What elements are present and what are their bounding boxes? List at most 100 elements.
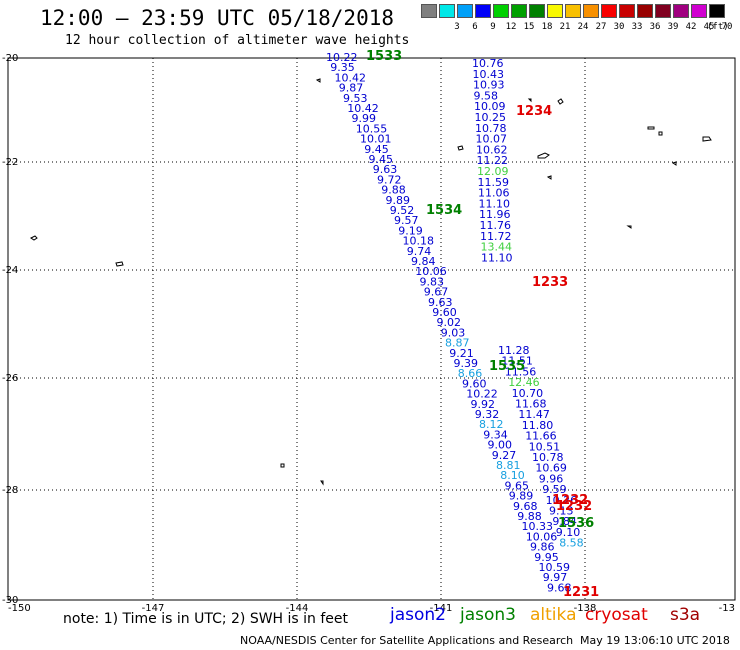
wave-height-value: 11.76 bbox=[480, 219, 512, 232]
legend-swatch bbox=[619, 4, 635, 18]
wave-height-value: 10.09 bbox=[474, 100, 506, 113]
legend-swatch bbox=[529, 4, 545, 18]
legend-swatch bbox=[421, 4, 437, 18]
island-shape bbox=[658, 131, 663, 136]
wave-height-value: 9.65 bbox=[505, 479, 530, 492]
wave-height-value: 10.26 bbox=[546, 494, 578, 507]
pass-label: 1535 bbox=[489, 359, 525, 374]
wave-height-value: 12.09 bbox=[477, 165, 509, 178]
pass-label: 1232 bbox=[556, 499, 592, 514]
wave-height-value: 10.25 bbox=[475, 111, 507, 124]
wave-height-value: 13.44 bbox=[481, 241, 513, 254]
satellite-name: jason3 bbox=[460, 605, 516, 625]
map-title: 12:00 – 23:59 UTC 05/18/2018 bbox=[40, 6, 395, 30]
pass-label: 1231 bbox=[563, 585, 599, 600]
wave-height-value: 9.53 bbox=[343, 92, 368, 105]
pass-label: 1232 bbox=[552, 493, 588, 508]
wave-height-value: 10.06 bbox=[526, 530, 558, 543]
wave-height-value: 11.28 bbox=[498, 344, 530, 357]
wave-height-value: 9.99 bbox=[352, 112, 377, 125]
wave-height-value: 9.95 bbox=[534, 551, 559, 564]
x-tick-label: -144 bbox=[286, 603, 309, 614]
legend-tick: 42 bbox=[685, 22, 697, 32]
wave-height-value: 9.58 bbox=[474, 89, 499, 102]
wave-height-value: 10.78 bbox=[475, 122, 507, 135]
wave-height-value: 11.06 bbox=[478, 187, 510, 200]
wave-height-value: 11.59 bbox=[478, 176, 510, 189]
generated-timestamp: May 19 13:06:10 UTC 2018 bbox=[580, 634, 730, 647]
wave-height-value: 10.22 bbox=[466, 388, 498, 401]
island-shape bbox=[671, 161, 677, 166]
wave-height-value: 8.58 bbox=[559, 537, 584, 550]
wave-height-value: 10.07 bbox=[476, 133, 508, 146]
wave-height-value: 9.74 bbox=[407, 245, 432, 258]
island-shape bbox=[626, 225, 632, 229]
wave-height-value: 11.51 bbox=[501, 355, 533, 368]
legend-tick: 24 bbox=[577, 22, 589, 32]
wave-height-value: 9.32 bbox=[475, 408, 500, 421]
wave-height-value: 9.35 bbox=[330, 61, 355, 74]
legend-tick: 12 bbox=[505, 22, 517, 32]
satellite-name: s3a bbox=[670, 605, 701, 625]
legend-swatch bbox=[709, 4, 725, 18]
pass-label: 1534 bbox=[426, 203, 462, 218]
island-shape bbox=[280, 463, 285, 468]
wave-height-legend: 3 6 9 12 15 18 21 24 27 30 33 36 39 42 45 70 (ft) bbox=[421, 4, 732, 38]
legend-swatch bbox=[475, 4, 491, 18]
axis-labels: -150 -147 -144 -141 -138 -13 -20 -22 -24 -26 -28 -3… bbox=[2, 53, 735, 614]
wave-height-value: 9.45 bbox=[369, 153, 394, 166]
wave-height-value: 11.66 bbox=[525, 430, 557, 443]
x-tick-label: -147 bbox=[142, 603, 165, 614]
wave-height-value: 9.83 bbox=[420, 275, 445, 288]
legend-swatch bbox=[583, 4, 599, 18]
y-tick-label: -24 bbox=[2, 265, 18, 276]
wave-height-value: 9.34 bbox=[483, 428, 508, 441]
wave-height-value: 11.10 bbox=[479, 197, 511, 210]
x-tick-label: -150 bbox=[8, 603, 31, 614]
wave-height-value: 9.68 bbox=[547, 581, 572, 594]
wave-height-value: 10.78 bbox=[532, 451, 564, 464]
pass-label: 1536 bbox=[558, 516, 594, 531]
wave-height-value: 11.22 bbox=[477, 154, 509, 167]
wave-height-value: 9.92 bbox=[471, 398, 496, 411]
wave-height-value: 9.60 bbox=[432, 306, 457, 319]
map-subtitle: 12 hour collection of altimeter wave hei… bbox=[65, 33, 410, 48]
island-shape bbox=[527, 98, 532, 103]
legend-swatch bbox=[457, 4, 473, 18]
legend-swatch bbox=[511, 4, 527, 18]
wave-height-value: 9.87 bbox=[339, 82, 364, 95]
wave-height-value: 9.89 bbox=[386, 194, 411, 207]
satellite-name: jason2 bbox=[390, 605, 446, 625]
wave-height-value: 9.72 bbox=[377, 173, 402, 186]
wave-height-value: 11.96 bbox=[479, 208, 511, 221]
wave-height-value: 10.42 bbox=[347, 102, 379, 115]
wave-height-value: 9.52 bbox=[390, 204, 415, 217]
wave-height-value: 10.43 bbox=[473, 68, 505, 81]
wave-height-value: 9.84 bbox=[411, 255, 436, 268]
wave-height-value: 9.00 bbox=[488, 439, 513, 452]
satellite-name: altika bbox=[530, 605, 577, 625]
legend-tick: 27 bbox=[595, 22, 607, 32]
island-shape bbox=[320, 480, 324, 486]
wave-height-value: 9.19 bbox=[398, 224, 423, 237]
wave-height-value: 10.42 bbox=[335, 71, 367, 84]
wave-height-value: 10.93 bbox=[473, 79, 505, 92]
legend-tick: 15 bbox=[523, 22, 535, 32]
island-shape bbox=[702, 136, 712, 142]
legend-tick: 9 bbox=[490, 22, 496, 32]
credit-line: NOAA/NESDIS Center for Satellite Applica… bbox=[240, 634, 574, 647]
wave-height-value: 9.67 bbox=[424, 286, 449, 299]
wave-height-value: 11.10 bbox=[481, 251, 513, 264]
legend-tick: 39 bbox=[667, 22, 679, 32]
wave-height-value: 10.01 bbox=[360, 133, 392, 146]
wave-height-value: 10.69 bbox=[535, 462, 567, 475]
wave-height-value: 11.72 bbox=[480, 230, 512, 243]
legend-tick: 6 bbox=[472, 22, 478, 32]
y-tick-label: -20 bbox=[2, 53, 18, 64]
wave-height-value: 9.63 bbox=[373, 163, 398, 176]
wave-height-value: 11.56 bbox=[505, 365, 537, 378]
legend-swatch bbox=[691, 4, 707, 18]
wave-height-value: 9.45 bbox=[364, 143, 389, 156]
wave-height-value: 9.02 bbox=[437, 316, 462, 329]
island-shape bbox=[647, 126, 655, 130]
